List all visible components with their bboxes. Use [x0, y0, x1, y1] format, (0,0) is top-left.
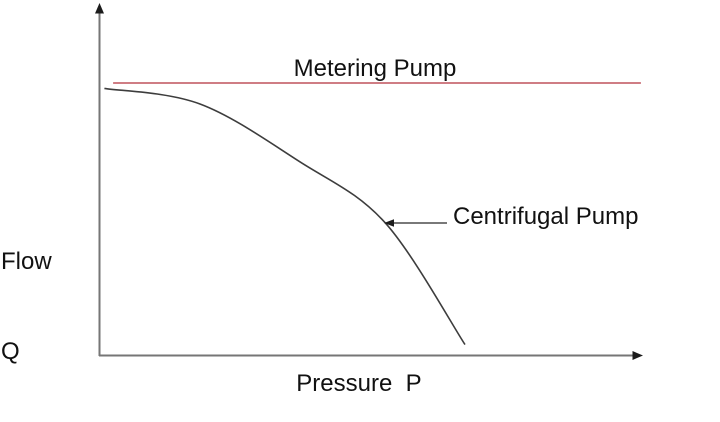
- centrifugal-pump-curve: [104, 87, 466, 346]
- x-axis-label: Pressure P: [296, 370, 422, 397]
- y-axis-label: Flow Q: [1, 187, 52, 422]
- y-axis-arrowhead-icon: [95, 3, 104, 14]
- annotation-left-arrowhead-icon: [384, 219, 394, 227]
- x-axis-arrowhead-icon: [632, 351, 643, 360]
- centrifugal-pump-label: Centrifugal Pump: [453, 203, 639, 230]
- metering-pump-label: Metering Pump: [293, 55, 457, 82]
- y-axis-label-line2: Q: [1, 338, 20, 365]
- y-axis-label-line1: Flow: [1, 248, 52, 275]
